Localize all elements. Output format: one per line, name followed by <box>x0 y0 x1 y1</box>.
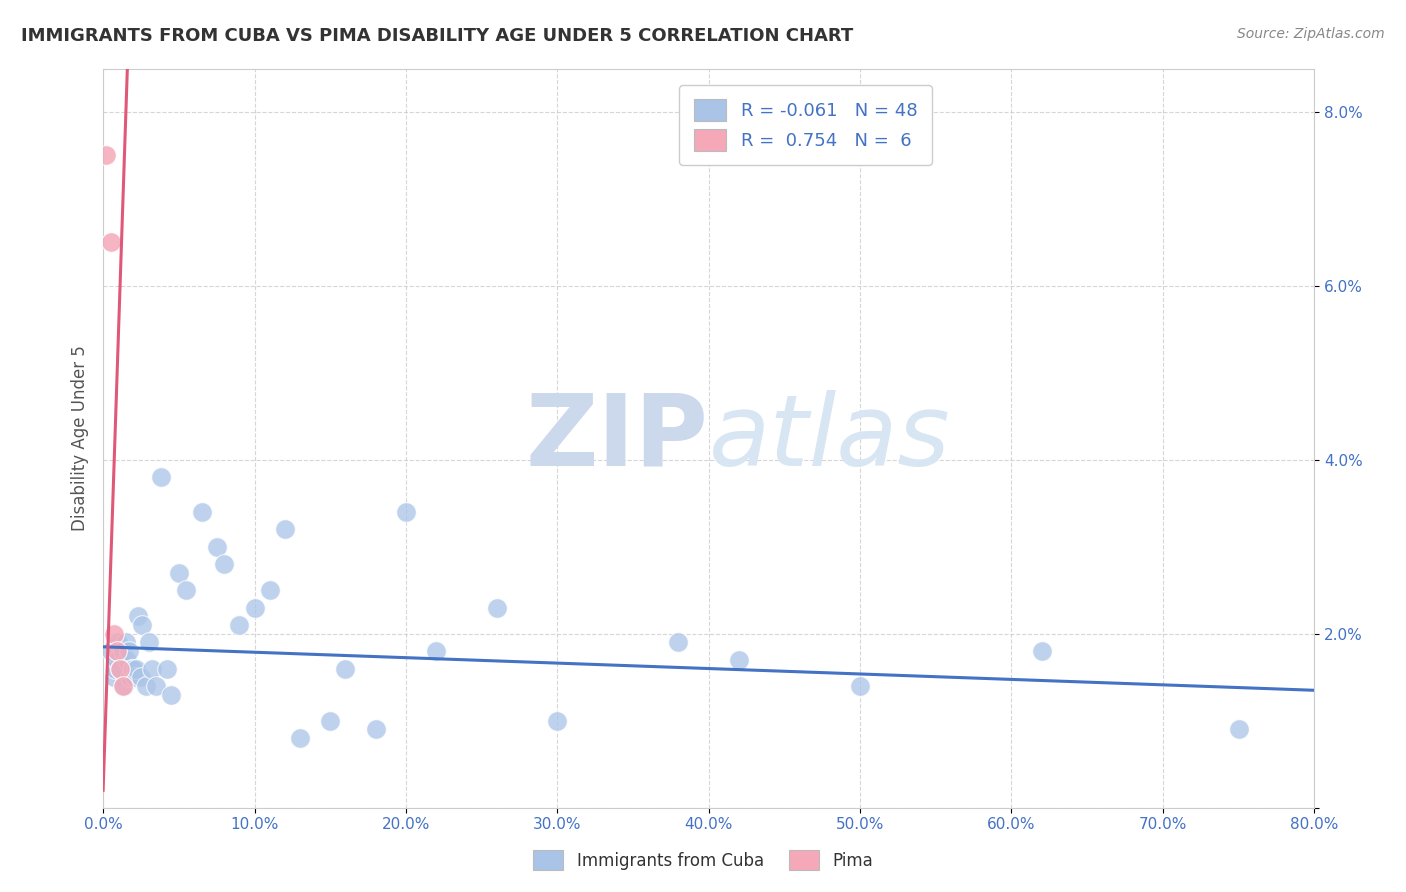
Point <box>112 679 135 693</box>
Point <box>131 618 153 632</box>
Point <box>243 600 266 615</box>
Point <box>107 635 129 649</box>
Point <box>117 653 139 667</box>
Point <box>105 653 128 667</box>
Point <box>103 670 125 684</box>
Point <box>127 609 149 624</box>
Point <box>259 583 281 598</box>
Point <box>728 653 751 667</box>
Point <box>100 235 122 250</box>
Point <box>108 661 131 675</box>
Point <box>167 566 190 580</box>
Point <box>111 644 134 658</box>
Point <box>118 644 141 658</box>
Point <box>96 148 118 162</box>
Point <box>100 644 122 658</box>
Text: ZIP: ZIP <box>526 390 709 487</box>
Point <box>156 661 179 675</box>
Point <box>395 505 418 519</box>
Point <box>122 661 145 675</box>
Legend: Immigrants from Cuba, Pima: Immigrants from Cuba, Pima <box>520 837 886 884</box>
Point <box>319 714 342 728</box>
Point <box>115 635 138 649</box>
Point <box>160 688 183 702</box>
Point <box>134 679 156 693</box>
Point <box>129 670 152 684</box>
Point <box>176 583 198 598</box>
Point <box>121 661 143 675</box>
Point <box>105 644 128 658</box>
Point <box>288 731 311 745</box>
Point <box>228 618 250 632</box>
Point <box>108 661 131 675</box>
Point <box>145 679 167 693</box>
Point <box>120 670 142 684</box>
Point <box>104 661 127 675</box>
Legend: R = -0.061   N = 48, R =  0.754   N =  6: R = -0.061 N = 48, R = 0.754 N = 6 <box>679 85 932 165</box>
Y-axis label: Disability Age Under 5: Disability Age Under 5 <box>72 345 89 531</box>
Text: Source: ZipAtlas.com: Source: ZipAtlas.com <box>1237 27 1385 41</box>
Point <box>111 679 134 693</box>
Point <box>149 470 172 484</box>
Point <box>205 540 228 554</box>
Point <box>425 644 447 658</box>
Point <box>138 635 160 649</box>
Text: atlas: atlas <box>709 390 950 487</box>
Point <box>1031 644 1053 658</box>
Point <box>1227 723 1250 737</box>
Point <box>274 523 297 537</box>
Point <box>546 714 568 728</box>
Text: IMMIGRANTS FROM CUBA VS PIMA DISABILITY AGE UNDER 5 CORRELATION CHART: IMMIGRANTS FROM CUBA VS PIMA DISABILITY … <box>21 27 853 45</box>
Point <box>125 661 148 675</box>
Point <box>849 679 872 693</box>
Point <box>141 661 163 675</box>
Point <box>335 661 357 675</box>
Point <box>668 635 690 649</box>
Point <box>103 626 125 640</box>
Point <box>124 670 146 684</box>
Point <box>485 600 508 615</box>
Point <box>364 723 387 737</box>
Point <box>212 558 235 572</box>
Point <box>190 505 212 519</box>
